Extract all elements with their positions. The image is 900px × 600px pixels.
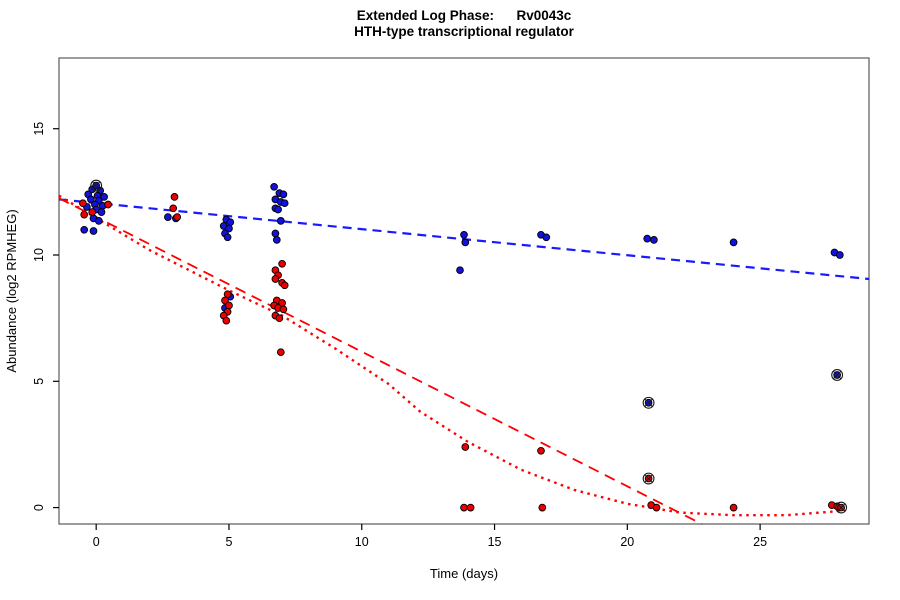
data-point-blue-abundance [100, 193, 108, 201]
data-point-red-abundance [169, 204, 178, 213]
data-point-blue-abundance [225, 224, 233, 233]
data-point-blue-abundance [461, 238, 470, 247]
data-point-red-abundance [537, 446, 545, 455]
data-point-blue-abundance [276, 217, 285, 225]
outlier-cross [836, 503, 846, 513]
data-point-red-abundance [278, 259, 286, 268]
data-point-blue-abundance [271, 229, 280, 238]
data-point-blue-abundance [270, 182, 278, 191]
data-point-red-abundance [461, 443, 470, 451]
red-trend-dashed [58, 197, 703, 525]
x-tick-label: 0 [93, 535, 100, 549]
outlier-ring-marker [835, 501, 848, 514]
data-point-blue-abundance [280, 199, 289, 208]
outlier-ring-marker [831, 369, 844, 381]
y-tick-label: 5 [32, 378, 46, 385]
data-point-red-abundance [538, 503, 547, 512]
data-point-red-abundance [275, 314, 284, 323]
data-point-red-abundance [80, 210, 89, 219]
x-tick-label: 10 [355, 535, 369, 549]
y-tick-label: 15 [32, 122, 46, 136]
data-point-blue-abundance [97, 208, 106, 216]
data-point-blue-abundance [164, 213, 172, 221]
chart-title: Extended Log Phase: Rv0043c [356, 8, 572, 23]
data-point-red-abundance [173, 213, 182, 221]
data-point-red-abundance [280, 281, 289, 290]
data-point-blue-abundance [729, 238, 738, 247]
data-point-blue-abundance [89, 227, 98, 235]
outlier-ring-marker [642, 396, 655, 409]
outlier-cross [832, 370, 842, 380]
data-point-blue-abundance [650, 236, 658, 244]
plot-box [58, 57, 870, 525]
data-point-red-abundance [221, 296, 229, 305]
data-point-blue-abundance [542, 233, 551, 242]
data-point-blue-abundance [835, 251, 844, 259]
data-point-blue-abundance [272, 236, 281, 244]
chart-subtitle: HTH-type transcriptional regulator [354, 24, 574, 39]
data-point-red-abundance [652, 503, 661, 512]
data-point-blue-abundance [456, 266, 464, 275]
data-point-blue-abundance [279, 190, 288, 199]
x-tick-label: 5 [225, 535, 232, 549]
data-point-red-abundance [170, 193, 179, 201]
data-point-red-abundance [104, 200, 112, 209]
y-axis-title: Abundance (log2 RPMHEG) [4, 209, 19, 372]
data-point-blue-abundance [223, 233, 232, 242]
data-point-blue-abundance [643, 234, 652, 243]
data-point-red-abundance [88, 208, 97, 216]
data-point-red-abundance [279, 305, 288, 314]
outlier-ring-marker [642, 472, 655, 485]
data-point-blue-abundance [226, 218, 235, 227]
data-point-blue-abundance [80, 225, 89, 234]
data-point-red-abundance [223, 290, 232, 299]
data-point-red-abundance [225, 301, 233, 310]
data-point-red-abundance [466, 503, 475, 512]
y-tick-label: 0 [32, 504, 46, 511]
y-tick-label: 10 [32, 248, 46, 262]
data-point-red-abundance [276, 348, 285, 357]
data-point-red-abundance [222, 316, 231, 325]
red-trend-dotted [58, 194, 846, 517]
data-point-red-abundance [271, 275, 280, 283]
data-point-blue-abundance [460, 230, 468, 239]
x-tick-label: 25 [753, 535, 767, 549]
x-tick-label: 20 [620, 535, 634, 549]
chart-title-block: Extended Log Phase: Rv0043c HTH-type tra… [0, 8, 900, 40]
outlier-cross [644, 398, 654, 408]
data-point-blue-abundance [87, 195, 95, 204]
data-point-blue-abundance [274, 205, 282, 214]
data-point-blue-abundance [94, 217, 103, 225]
x-tick-label: 15 [488, 535, 502, 549]
outlier-cross [91, 181, 101, 191]
data-point-red-abundance [79, 199, 87, 208]
data-point-red-abundance [460, 503, 468, 512]
data-point-red-abundance [729, 503, 738, 512]
outlier-cross [644, 474, 654, 483]
x-axis-title: Time (days) [430, 566, 498, 581]
outlier-ring-marker [90, 179, 103, 192]
